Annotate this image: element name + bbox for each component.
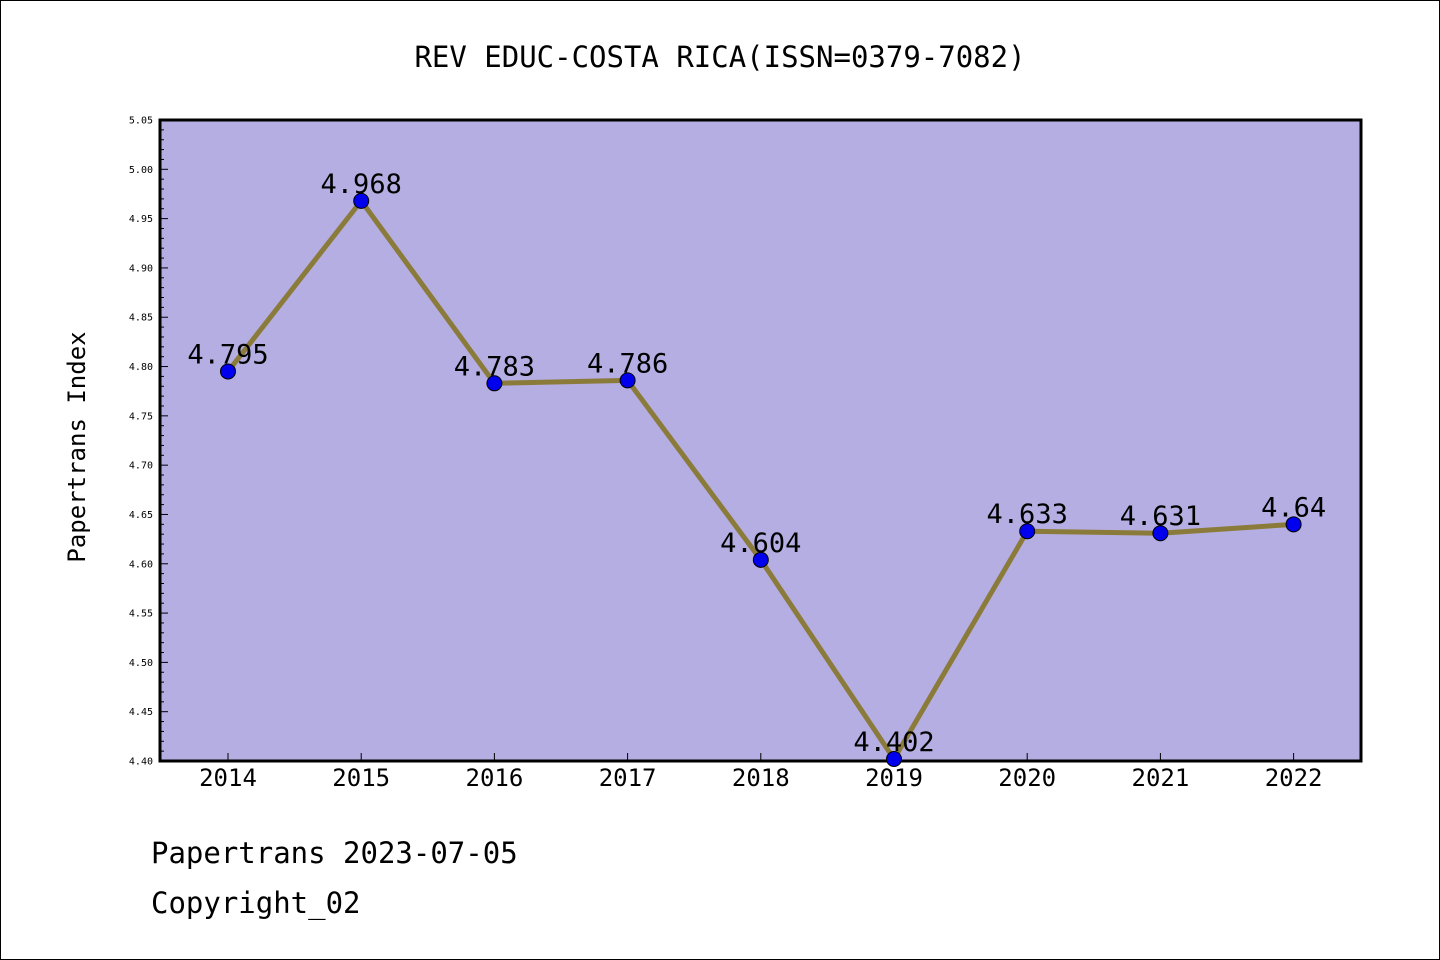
y-axis: 4.40 4.45 4.50 4.55 4.60 4.65 4.70 4.75 4.80 4.85… (129, 116, 168, 768)
data-point-marker (486, 375, 503, 392)
data-labels: 4.795 4.968 4.783 4.786 4.604 4.402 4.633 4.631… (187, 169, 1326, 758)
footer-copyright: Copyright_02 (151, 886, 361, 920)
y-tick-label: 4.80 (129, 362, 153, 373)
chart-title: REV EDUC-COSTA RICA(ISSN=0379-7082) (414, 40, 1025, 74)
data-point-marker (1152, 525, 1169, 542)
x-tick-label: 2015 (332, 764, 390, 792)
x-tick-label: 2018 (732, 764, 790, 792)
data-label: 4.783 (454, 351, 535, 382)
y-tick-label: 4.70 (129, 461, 153, 472)
y-axis-label: Papertrans Index (63, 331, 91, 562)
y-tick-label: 5.00 (129, 165, 153, 176)
x-axis: 2014 2015 2016 2017 2018 2019 2020 2021 2022 (199, 753, 1322, 792)
data-label: 4.633 (987, 499, 1068, 530)
y-tick-label: 4.90 (129, 263, 153, 274)
x-tick-label: 2014 (199, 764, 257, 792)
y-tick-label: 4.60 (129, 559, 153, 570)
x-tick-label: 2017 (599, 764, 657, 792)
data-point-marker (619, 372, 636, 389)
data-label: 4.402 (853, 727, 934, 758)
data-label: 4.631 (1120, 501, 1201, 532)
y-tick-label: 4.65 (129, 510, 153, 521)
series-markers (220, 192, 1302, 768)
data-label: 4.795 (187, 339, 268, 370)
data-label: 4.604 (720, 528, 801, 559)
data-label: 4.968 (321, 169, 402, 200)
x-tick-label: 2022 (1265, 764, 1323, 792)
data-label: 4.64 (1261, 492, 1326, 523)
y-tick-label: 4.50 (129, 658, 153, 669)
data-point-marker (220, 363, 236, 380)
data-point-marker (353, 192, 370, 209)
y-tick-label: 5.05 (129, 116, 153, 127)
y-tick-label: 4.55 (129, 609, 153, 620)
x-tick-label: 2020 (998, 764, 1056, 792)
y-tick-label: 4.75 (129, 411, 153, 422)
x-tick-label: 2021 (1132, 764, 1190, 792)
y-tick-label: 4.95 (129, 214, 153, 225)
plot-area (158, 118, 1363, 763)
data-point-marker (1285, 516, 1302, 533)
data-label: 4.786 (587, 348, 668, 379)
y-tick-label: 4.40 (129, 757, 153, 768)
y-tick-label: 4.45 (129, 707, 153, 718)
x-tick-label: 2019 (865, 764, 923, 792)
x-tick-label: 2016 (466, 764, 524, 792)
data-point-marker (1019, 523, 1036, 540)
data-point-marker (886, 751, 902, 768)
footer-source: Papertrans 2023-07-05 (151, 836, 518, 870)
y-tick-label: 4.85 (129, 313, 153, 324)
data-point-marker (752, 551, 769, 568)
